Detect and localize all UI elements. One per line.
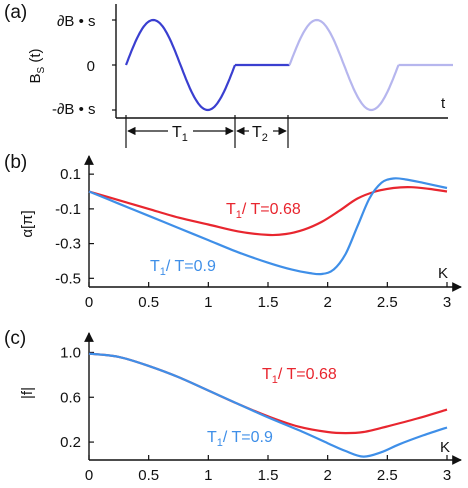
panel-b: (b) α[π] 0 0.5 1 1.5 2 2.5 30.1-0.1-0.3-0.5 K … <box>4 152 462 311</box>
panel-b-ytick-label: -0.3 <box>55 236 81 253</box>
panel-b-series-label-blue: T1/ T=0.9 <box>150 258 216 278</box>
panel-a-ytick-top: ∂B • s <box>57 13 96 30</box>
panel-c: (c) |f| 0 0.5 1 1.5 2 2.5 3 1.0 0.6 0.2 K T1/ T=0… <box>4 328 462 484</box>
panel-c-xtick-label: 0 <box>85 467 93 484</box>
panel-a-ylabel: BS (t) <box>27 48 47 83</box>
panel-b-xtick-label: 1 <box>204 294 212 311</box>
panel-b-axes: 0 0.5 1 1.5 2 2.5 3 0.1 -0.1 -0.3 -0.5 <box>55 155 462 311</box>
panel-a-label: (a) <box>4 2 27 23</box>
panel-c-xtick-label: 3 <box>443 467 451 484</box>
panel-b-xtick-label: 3 <box>443 294 451 311</box>
interval-t1-label: T1 <box>172 124 188 144</box>
panel-c-ytick-label: 0.2 <box>60 434 81 451</box>
panel-c-xlabel: K <box>440 439 450 456</box>
panel-b-xtick-label: 0.5 <box>138 294 159 311</box>
panel-c-xtick-label: 1.5 <box>258 467 279 484</box>
panel-a: (a) BS (t) ∂B • s 0 -∂B • s t T1 T2 <box>4 2 453 148</box>
panel-c-axes: 0 0.5 1 1.5 2 2.5 3 1.0 0.6 0.2 <box>60 332 462 484</box>
panel-c-xtick-label: 0.5 <box>138 467 159 484</box>
panel-b-ytick-label: 0.1 <box>60 166 81 183</box>
panel-b-xtick-label: 0 <box>85 294 93 311</box>
panel-b-series-label-red: T1/ T=0.68 <box>226 201 301 221</box>
panel-b-series-red <box>88 186 448 237</box>
panel-a-pulse <box>124 18 453 112</box>
panel-b-ytick-label: -0.1 <box>55 201 81 218</box>
panel-c-ylabel: |f| <box>19 387 36 399</box>
panel-c-ytick-label: 0.6 <box>60 389 81 406</box>
interval-t2-label: T2 <box>252 124 268 144</box>
panel-c-series <box>88 352 448 458</box>
panel-a-xlabel: t <box>441 95 446 112</box>
panel-a-ytick-zero: 0 <box>87 58 95 75</box>
panel-b-xtick-label: 2 <box>323 294 331 311</box>
panel-c-series-blue <box>88 352 448 458</box>
panel-b-ylabel: α[π] <box>19 210 36 237</box>
panel-c-series-label-blue: T1/ T=0.9 <box>207 429 273 449</box>
panel-c-series-label-red: T1/ T=0.68 <box>262 366 337 386</box>
panel-b-label: (b) <box>4 152 27 173</box>
panel-c-xtick-label: 2.5 <box>377 467 398 484</box>
panel-b-xlabel: K <box>438 265 448 282</box>
panel-b-series-blue <box>88 177 448 276</box>
panel-b-xtick-label: 1.5 <box>258 294 279 311</box>
panel-b-series <box>88 177 448 276</box>
pulse-segment-2 <box>288 18 400 112</box>
pulse-segment-0 <box>124 18 237 112</box>
panel-b-xtick-label: 2.5 <box>377 294 398 311</box>
panel-c-xtick-label: 1 <box>204 467 212 484</box>
panel-a-ytick-bottom: -∂B • s <box>52 101 96 118</box>
panel-b-ytick-label: -0.5 <box>55 270 81 287</box>
panel-c-label: (c) <box>4 328 26 349</box>
panel-c-ytick-label: 1.0 <box>60 344 81 361</box>
panel-c-xtick-label: 2 <box>323 467 331 484</box>
